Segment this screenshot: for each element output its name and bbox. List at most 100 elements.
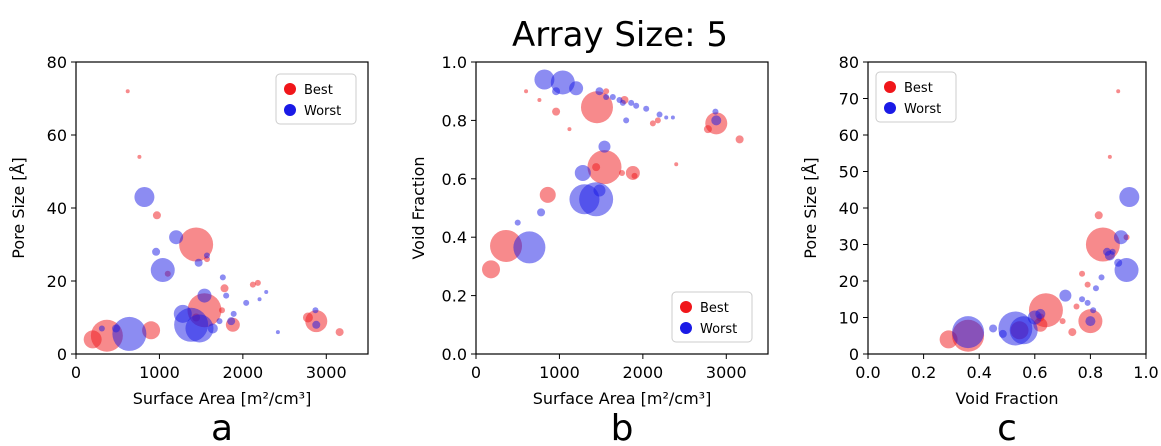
point-best-8 bbox=[587, 150, 622, 185]
point-best-13 bbox=[631, 172, 638, 179]
point-worst-10 bbox=[1092, 285, 1099, 292]
point-worst-25 bbox=[711, 115, 722, 126]
point-worst-14 bbox=[1109, 248, 1116, 255]
point-best-1 bbox=[490, 229, 523, 262]
point-best-18 bbox=[735, 135, 744, 144]
legend-label-best: Best bbox=[904, 81, 933, 96]
point-worst-9 bbox=[185, 314, 214, 343]
point-worst-17 bbox=[623, 117, 630, 124]
y-tick-label: 0.6 bbox=[442, 170, 467, 189]
point-worst-24 bbox=[712, 108, 719, 115]
point-worst-7 bbox=[574, 164, 591, 181]
point-worst-18 bbox=[628, 99, 635, 106]
x-tick-label: 3000 bbox=[306, 363, 347, 382]
y-tick-label: 0 bbox=[849, 345, 859, 364]
y-tick-label: 60 bbox=[47, 126, 67, 145]
point-worst-1 bbox=[513, 231, 546, 264]
point-worst-4 bbox=[152, 247, 161, 256]
point-worst-2 bbox=[112, 316, 147, 351]
point-best-3 bbox=[137, 154, 142, 159]
point-best-10 bbox=[220, 284, 229, 293]
point-worst-0 bbox=[952, 316, 985, 349]
point-best-15 bbox=[654, 117, 661, 124]
x-tick-label: 0.6 bbox=[1022, 363, 1047, 382]
y-tick-label: 80 bbox=[47, 53, 67, 72]
x-tick-label: 0 bbox=[71, 363, 81, 382]
point-worst-14 bbox=[609, 94, 616, 101]
point-best-5 bbox=[152, 211, 161, 220]
y-tick-label: 0.4 bbox=[442, 228, 467, 247]
legend-label-worst: Worst bbox=[904, 102, 941, 117]
point-worst-16 bbox=[619, 99, 626, 106]
y-tick-label: 30 bbox=[839, 236, 859, 255]
y-axis-label: Pore Size [Å] bbox=[801, 157, 820, 258]
legend: Best Worst bbox=[671, 291, 753, 343]
point-best-5 bbox=[552, 107, 561, 116]
point-worst-15 bbox=[219, 274, 226, 281]
point-worst-13 bbox=[603, 94, 610, 101]
point-best-17 bbox=[219, 307, 225, 314]
point-worst-6 bbox=[1035, 308, 1046, 319]
y-tick-label: 1.0 bbox=[442, 53, 467, 72]
y-tick-label: 70 bbox=[839, 90, 859, 109]
point-worst-0 bbox=[514, 219, 521, 226]
panel-letter: c bbox=[997, 408, 1017, 446]
point-best-14 bbox=[649, 120, 656, 127]
point-worst-3 bbox=[134, 187, 155, 208]
point-worst-4 bbox=[1009, 316, 1038, 345]
axes-frame bbox=[475, 61, 769, 355]
point-worst-20 bbox=[643, 105, 650, 112]
point-best-4 bbox=[142, 321, 161, 340]
point-best-7 bbox=[1094, 211, 1103, 220]
y-tick-label: 40 bbox=[47, 199, 67, 218]
legend-marker-best bbox=[884, 81, 896, 93]
x-tick-label: 0.4 bbox=[966, 363, 991, 382]
y-tick-label: 80 bbox=[839, 53, 859, 72]
legend-marker-worst bbox=[284, 104, 296, 116]
panel-b: 0 1000 2000 3000 0.0 0.2 0.4 0.6 0.8 1.0 Surface A… bbox=[409, 53, 769, 446]
point-worst-18 bbox=[1119, 187, 1140, 208]
point-worst-1 bbox=[989, 324, 998, 333]
point-worst-20 bbox=[257, 297, 262, 302]
panel-letter: b bbox=[611, 408, 634, 446]
legend-marker-worst bbox=[680, 322, 692, 334]
point-worst-21 bbox=[656, 111, 663, 118]
point-worst-2 bbox=[537, 208, 546, 217]
panel-a: 0 1000 2000 3000 0 20 40 60 80 Surface Area [m²/c… bbox=[9, 53, 369, 446]
point-best-20 bbox=[674, 162, 679, 167]
y-tick-label: 60 bbox=[839, 126, 859, 145]
legend-label-worst: Worst bbox=[304, 104, 341, 119]
point-worst-3 bbox=[534, 69, 555, 90]
y-tick-label: 0.0 bbox=[442, 345, 467, 364]
x-tick-label: 1000 bbox=[539, 363, 580, 382]
y-tick-label: 0.8 bbox=[442, 111, 467, 130]
point-worst-10 bbox=[197, 288, 212, 303]
legend-marker-best bbox=[680, 301, 692, 313]
y-axis-label: Pore Size [Å] bbox=[9, 157, 28, 258]
legend: Best Worst bbox=[875, 71, 957, 123]
point-worst-5 bbox=[550, 70, 575, 95]
point-worst-7 bbox=[1059, 289, 1072, 302]
point-worst-16 bbox=[1113, 230, 1128, 245]
y-tick-label: 20 bbox=[839, 272, 859, 291]
point-best-2 bbox=[524, 89, 529, 94]
point-best-14 bbox=[1068, 328, 1077, 337]
x-tick-label: 1000 bbox=[139, 363, 180, 382]
point-worst-8 bbox=[1079, 296, 1086, 303]
point-best-13 bbox=[1073, 303, 1080, 310]
point-best-15 bbox=[1059, 318, 1066, 325]
point-best-12 bbox=[249, 281, 256, 288]
x-tick-label: 2000 bbox=[222, 363, 263, 382]
point-worst-9 bbox=[1085, 316, 1096, 327]
point-worst-6 bbox=[169, 230, 184, 245]
legend-box bbox=[875, 71, 957, 123]
legend-box bbox=[671, 291, 753, 343]
point-worst-19 bbox=[1090, 307, 1097, 314]
point-worst-17 bbox=[227, 317, 236, 326]
point-worst-22 bbox=[275, 330, 280, 335]
point-best-6 bbox=[567, 127, 572, 132]
point-worst-10 bbox=[593, 184, 606, 197]
y-tick-label: 20 bbox=[47, 272, 67, 291]
point-worst-6 bbox=[569, 81, 584, 96]
legend-label-best: Best bbox=[304, 83, 333, 98]
